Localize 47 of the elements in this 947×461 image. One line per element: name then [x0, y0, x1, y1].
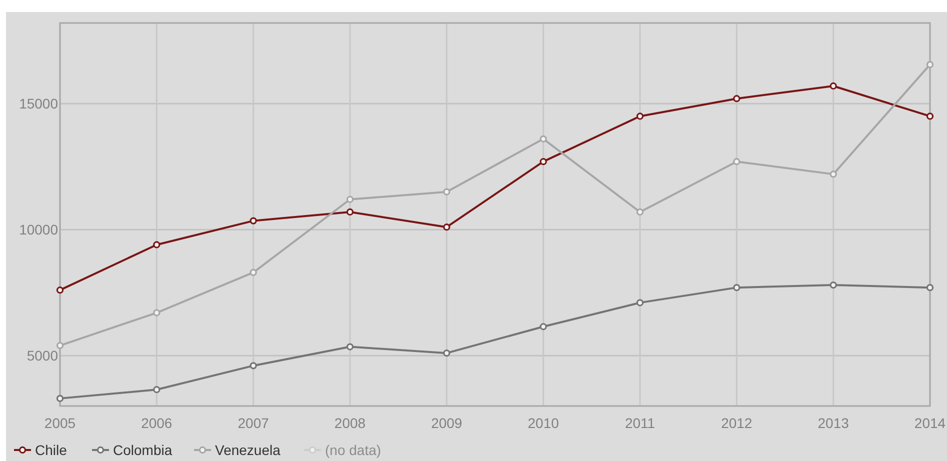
- point: [540, 158, 547, 166]
- x-tick-label: 2008: [334, 415, 366, 431]
- y-tick-label: 10000: [19, 222, 58, 238]
- point: [56, 394, 64, 402]
- point: [926, 61, 934, 68]
- point: [56, 342, 64, 350]
- x-tick-label: 2011: [624, 415, 656, 431]
- point: [926, 284, 934, 292]
- point: [443, 224, 450, 231]
- point: [540, 135, 547, 142]
- point: [250, 362, 257, 370]
- point: [346, 196, 354, 203]
- x-tick-label: 2007: [238, 415, 270, 431]
- x-tick-label: 2014: [914, 415, 946, 431]
- point: [830, 281, 837, 289]
- x-tick-label: 2009: [431, 415, 462, 431]
- x-tick-label: 2012: [721, 415, 752, 431]
- x-tick-label: 2013: [818, 415, 850, 431]
- point: [346, 343, 354, 350]
- point: [926, 112, 934, 120]
- x-tick-label: 2010: [528, 415, 560, 431]
- point: [636, 299, 644, 306]
- legend-label: Venezuela: [215, 442, 281, 458]
- point: [153, 386, 160, 394]
- point: [830, 170, 837, 178]
- point: [636, 112, 644, 120]
- x-tick-label: 2006: [141, 415, 172, 431]
- point: [540, 323, 547, 330]
- legend-label: (no data): [325, 442, 382, 458]
- y-tick-label: 5000: [26, 348, 58, 364]
- point: [830, 82, 837, 90]
- legend-label: Chile: [35, 442, 68, 458]
- legend-label: Colombia: [113, 442, 172, 458]
- point: [443, 188, 450, 196]
- point: [56, 286, 64, 294]
- point: [636, 208, 644, 216]
- point: [443, 350, 450, 357]
- point: [153, 309, 160, 316]
- point: [153, 241, 160, 248]
- point: [733, 284, 740, 292]
- point: [346, 208, 354, 216]
- point: [733, 158, 740, 166]
- point: [733, 95, 740, 102]
- y-tick-label: 15000: [19, 96, 58, 112]
- point: [250, 217, 257, 224]
- x-tick-label: 2005: [44, 415, 76, 431]
- point: [250, 268, 257, 276]
